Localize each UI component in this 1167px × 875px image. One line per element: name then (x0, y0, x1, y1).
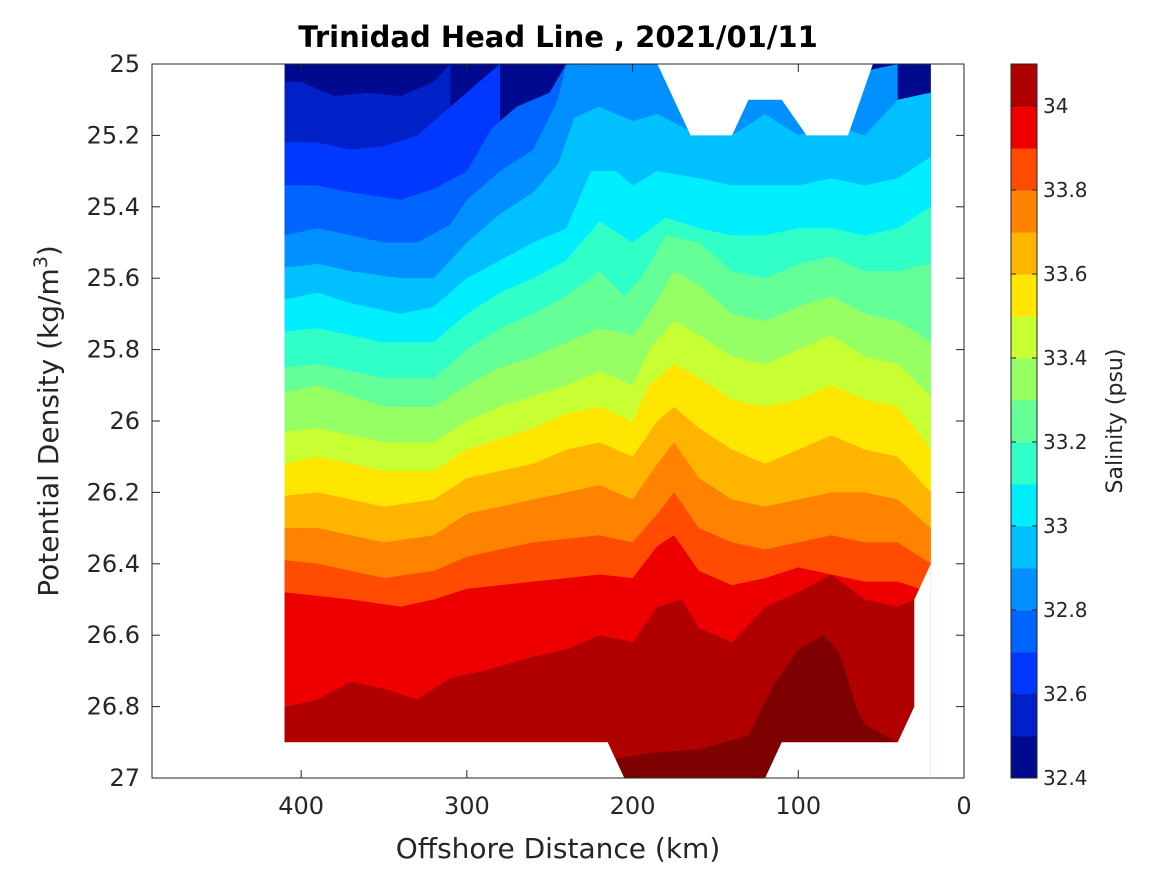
colorbar-segment (1011, 316, 1037, 359)
chart-title: Trinidad Head Line , 2021/01/11 (298, 20, 818, 54)
colorbar-segment (1011, 400, 1037, 443)
x-axis-label: Offshore Distance (km) (396, 832, 721, 865)
colorbar-segment (1011, 232, 1037, 275)
colorbar-segment (1011, 484, 1037, 527)
x-axis-ticks: 400 300 200 100 0 (278, 64, 972, 820)
colorbar-segment (1011, 694, 1037, 737)
no-data-regions (152, 64, 931, 778)
y-tick-label: 27 (109, 764, 140, 792)
colorbar-ticks: 32.4 32.6 32.8 33 33.2 33.4 33.6 33.8 34 (1011, 94, 1088, 790)
colorbar-tick-label: 34 (1043, 94, 1068, 118)
colorbar-segment (1011, 274, 1037, 317)
colorbar-tick-label: 33.8 (1043, 178, 1088, 202)
colorbar-segment (1011, 148, 1037, 191)
colorbar-tick-label: 32.8 (1043, 598, 1088, 622)
y-tick-label: 26.4 (87, 550, 140, 578)
x-tick-label: 0 (956, 792, 971, 820)
colorbar-tick-label: 32.4 (1043, 766, 1088, 790)
colorbar-tick-label: 33 (1043, 514, 1068, 538)
y-axis-label-main: Potential Density (kg/m (32, 268, 65, 597)
colorbar-segment (1011, 736, 1037, 779)
x-tick-label: 100 (775, 792, 821, 820)
no-data-notch-top (657, 64, 873, 136)
x-tick-label: 200 (610, 792, 656, 820)
y-tick-label: 25.4 (87, 193, 140, 221)
colorbar-tick-label: 33.6 (1043, 262, 1088, 286)
y-tick-label: 26.8 (87, 693, 140, 721)
colorbar-segment (1011, 610, 1037, 653)
colorbar-tick-label: 33.4 (1043, 346, 1088, 370)
colorbar-segment (1011, 652, 1037, 695)
colorbar-segment (1011, 106, 1037, 149)
colorbar-segment (1011, 568, 1037, 611)
colorbar-frame (1010, 63, 1038, 779)
colorbar-tick-label: 32.6 (1043, 682, 1088, 706)
y-axis-label-end: ) (32, 245, 65, 256)
colorbar-segment (1011, 358, 1037, 401)
y-tick-label: 25.8 (87, 336, 140, 364)
colorbar (1011, 64, 1037, 779)
y-tick-label: 26.6 (87, 621, 140, 649)
colorbar-segment (1011, 64, 1037, 107)
y-tick-label: 26 (109, 407, 140, 435)
x-tick-label: 300 (444, 792, 490, 820)
y-tick-label: 26.2 (87, 478, 140, 506)
colorbar-segment (1011, 190, 1037, 233)
colorbar-label: Salinity (psu) (1103, 349, 1128, 494)
x-tick-label: 400 (278, 792, 324, 820)
colorbar-segment (1011, 526, 1037, 569)
y-tick-label: 25.2 (87, 121, 140, 149)
y-axis-label: Potential Density (kg/m3) (30, 245, 65, 597)
y-tick-label: 25.6 (87, 264, 140, 292)
no-data-bottom-left (152, 742, 625, 778)
contour-fills (284, 64, 931, 778)
y-axis-label-superscript: 3 (30, 256, 52, 268)
no-data-bottom-right (765, 563, 931, 778)
colorbar-tick-label: 33.2 (1043, 430, 1088, 454)
y-tick-label: 25 (109, 50, 140, 78)
colorbar-segment (1011, 442, 1037, 485)
y-axis-ticks: 25 25.2 25.4 25.6 25.8 26 26.2 26.4 26.6 26.8 27 (87, 50, 964, 792)
